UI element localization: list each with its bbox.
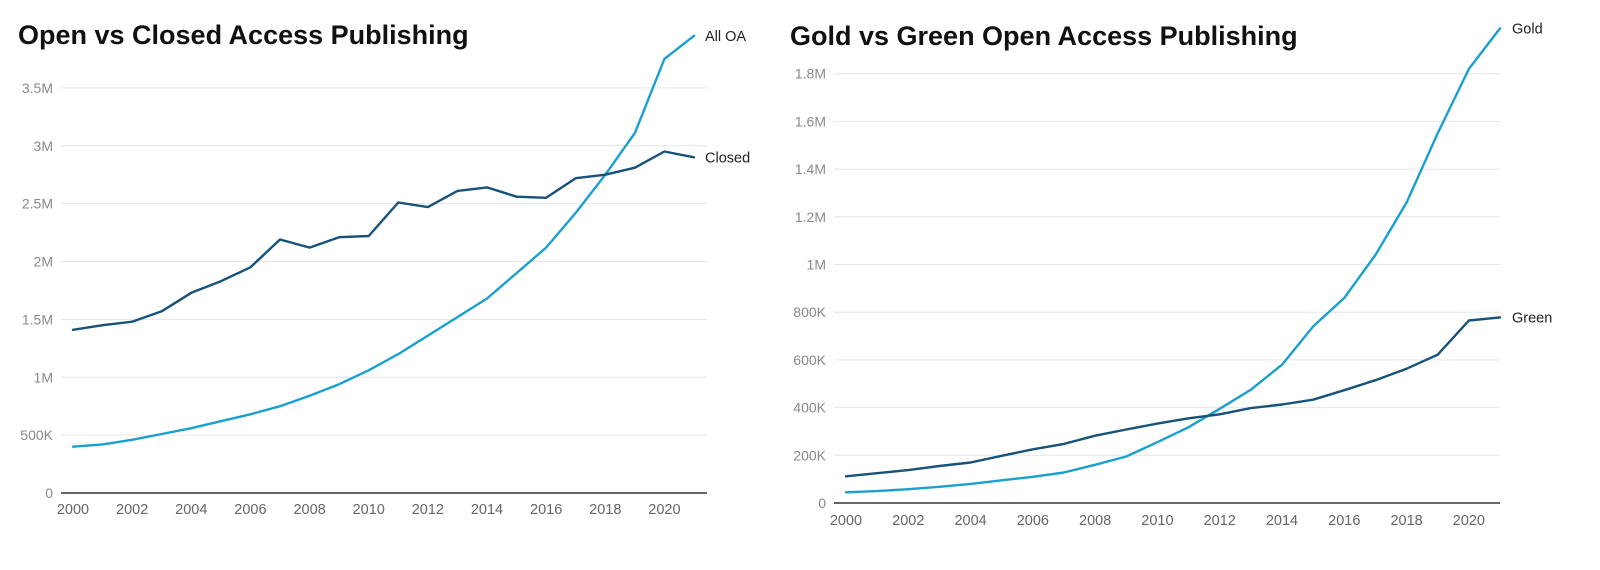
x-tick-label: 2016 [1328, 513, 1360, 529]
series-label-gold: Gold [1512, 21, 1543, 37]
y-tick-label: 800K [793, 304, 826, 320]
x-tick-label: 2018 [589, 502, 621, 518]
gold-vs-green-chart: Gold vs Green Open Access Publishing0200… [790, 21, 1552, 529]
chart-title: Open vs Closed Access Publishing [18, 20, 469, 50]
y-tick-label: 600K [793, 352, 826, 368]
y-tick-label: 3.5M [22, 80, 53, 96]
series-line-gold [844, 27, 1502, 494]
x-tick-label: 2004 [175, 502, 207, 518]
x-tick-label: 2000 [830, 513, 862, 529]
x-tick-label: 2020 [1453, 513, 1485, 529]
x-tick-label: 2010 [1141, 513, 1173, 529]
y-tick-label: 2.5M [22, 196, 53, 212]
y-tick-label: 1.6M [795, 113, 826, 129]
y-tick-label: 0 [45, 485, 53, 501]
x-tick-label: 2014 [1266, 513, 1298, 529]
y-tick-label: 1.5M [22, 311, 53, 327]
y-tick-label: 1.2M [795, 209, 826, 225]
y-tick-label: 1.4M [795, 161, 826, 177]
y-tick-label: 3M [34, 138, 53, 154]
x-tick-label: 2014 [471, 502, 503, 518]
x-tick-label: 2016 [530, 502, 562, 518]
x-tick-label: 2004 [954, 513, 986, 529]
x-tick-label: 2008 [293, 502, 325, 518]
x-tick-label: 2006 [1017, 513, 1049, 529]
x-tick-label: 2000 [57, 502, 89, 518]
y-tick-label: 0 [818, 495, 826, 511]
y-tick-label: 1.8M [795, 66, 826, 82]
x-tick-label: 2010 [353, 502, 385, 518]
y-tick-label: 400K [793, 400, 826, 416]
y-tick-label: 2M [34, 254, 53, 270]
chart-title: Gold vs Green Open Access Publishing [790, 21, 1298, 51]
y-tick-label: 500K [20, 427, 53, 443]
x-tick-label: 2002 [116, 502, 148, 518]
x-tick-label: 2006 [234, 502, 266, 518]
open-vs-closed-chart: Open vs Closed Access Publishing 0 500K 1M 1… [18, 20, 750, 518]
series-label-closed: Closed [705, 150, 750, 166]
x-tick-label: 2012 [412, 502, 444, 518]
series-line-closed [71, 150, 696, 331]
y-tick-label: 1M [34, 369, 53, 385]
x-tick-label: 2012 [1204, 513, 1236, 529]
y-tick-label: 1M [807, 257, 826, 273]
series-line-green [844, 316, 1502, 478]
x-tick-label: 2002 [892, 513, 924, 529]
series-label-all-oa: All OA [705, 29, 746, 45]
x-tick-label: 2018 [1390, 513, 1422, 529]
y-tick-label: 200K [793, 447, 826, 463]
x-tick-label: 2008 [1079, 513, 1111, 529]
series-label-green: Green [1512, 310, 1552, 326]
x-tick-label: 2020 [648, 502, 680, 518]
series-line-all-oa [71, 34, 696, 448]
